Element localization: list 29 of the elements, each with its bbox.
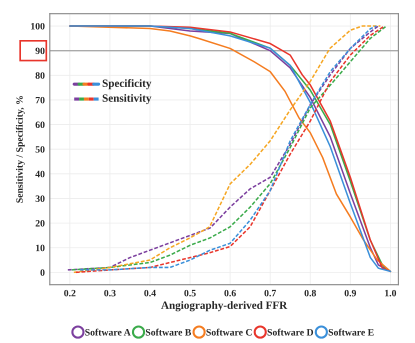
x-tick-label: 0.3 xyxy=(104,290,116,296)
x-tick-label: 0.4 xyxy=(144,290,156,296)
y-tick-label: 80 xyxy=(36,72,45,79)
y-tick-label: 60 xyxy=(36,121,45,128)
x-tick-label: 0.9 xyxy=(344,290,356,296)
y-tick-label: 30 xyxy=(36,195,45,202)
legend-label: Software B xyxy=(146,328,192,336)
y-tick-label: 70 xyxy=(36,96,45,104)
x-axis-title: Angiography-derived FFR xyxy=(161,301,288,312)
legend-label: Software A xyxy=(85,328,131,336)
y-tick-label: 50 xyxy=(36,146,45,153)
x-tick-label: 0.6 xyxy=(224,290,236,296)
x-tick-label: 0.2 xyxy=(64,290,76,296)
annotation: Sensitivity xyxy=(102,94,152,104)
x-tick-label: 0.7 xyxy=(264,290,276,296)
y-tick-label: 0 xyxy=(40,269,45,276)
y-tick-label: 40 xyxy=(35,170,45,178)
legend-label: Software C xyxy=(206,328,252,336)
legend-label: Software E xyxy=(328,328,374,336)
y-tick-label: 90 xyxy=(35,48,45,54)
y-tick-label: 20 xyxy=(36,220,45,227)
y-axis-title: Sensitivity / Specificity, % xyxy=(16,96,25,203)
x-tick-label: 1.0 xyxy=(385,290,396,296)
y-tick-label: 10 xyxy=(36,244,45,252)
legend-label: Software D xyxy=(268,328,314,336)
y-tick-label: 100 xyxy=(31,22,45,30)
x-tick-label: 0.5 xyxy=(184,290,196,296)
annotation: Specificity xyxy=(102,79,152,90)
x-tick-label: 0.8 xyxy=(304,290,316,296)
